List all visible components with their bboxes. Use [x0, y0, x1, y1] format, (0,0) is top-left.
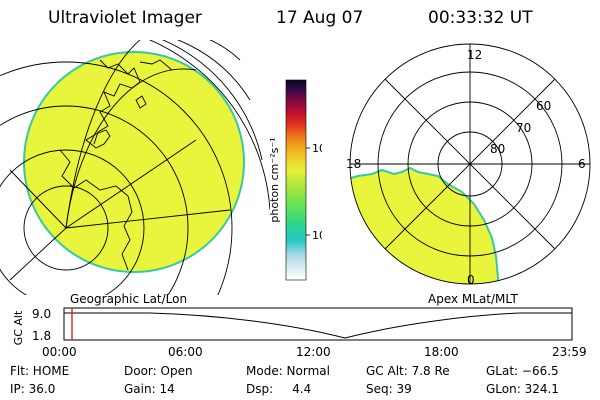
- mode-info: Mode: Normal: [246, 364, 330, 378]
- glon-info: GLon: 324.1: [486, 382, 559, 396]
- orbit-ytick-low: 1.8: [32, 329, 51, 343]
- gain-info: Gain: 14: [124, 382, 175, 396]
- date-label: 17 Aug 07: [276, 8, 364, 28]
- orbit-xtick-0600: 06:00: [168, 345, 203, 359]
- time-label: 00:33:32 UT: [428, 8, 533, 28]
- colorbar-tick-10: 10: [312, 229, 322, 242]
- instrument-title: Ultraviolet Imager: [48, 8, 202, 28]
- flight-info: Flt: HOME: [10, 364, 70, 378]
- ip-info: IP: 36.0: [10, 382, 56, 396]
- orbit-ytick-high: 9.0: [32, 307, 51, 321]
- uv-image-disc: [23, 51, 245, 273]
- mlat-60-label: 60: [536, 99, 551, 113]
- orbit-ylabel: GC Alt: [12, 310, 25, 345]
- mlt-0-label: 0: [467, 273, 475, 287]
- mlt-18-label: 18: [346, 157, 361, 171]
- dsp-info: Dsp: 4.4: [246, 382, 312, 396]
- orbit-xtick-1800: 18:00: [424, 345, 459, 359]
- geographic-map: [0, 40, 270, 295]
- mlt-12-label: 12: [467, 48, 482, 62]
- glat-info: GLat: −66.5: [486, 364, 559, 378]
- right-map-caption: Apex MLat/MLT: [428, 292, 518, 306]
- left-map-caption: Geographic Lat/Lon: [70, 292, 188, 306]
- colorbar-tick-100: 100: [312, 142, 322, 155]
- polar-grid: [349, 43, 591, 285]
- altitude-curve: [64, 312, 572, 339]
- lat-lon-grid: [0, 40, 270, 295]
- mlat-80-label: 80: [490, 142, 505, 156]
- mlt-6-label: 6: [578, 157, 586, 171]
- colorbar-unit-label: photon cm⁻²s⁻¹: [268, 137, 281, 222]
- polar-map: 12 18 6 0 60 70 80: [346, 43, 591, 287]
- orbit-xtick-0000: 00:00: [42, 345, 77, 359]
- seq-info: Seq: 39: [366, 382, 412, 396]
- orbit-xtick-1200: 12:00: [296, 345, 331, 359]
- auroral-oval-region: [350, 166, 502, 284]
- orbit-altitude-plot: GC Alt 9.0 1.8 00:00 06:00 12:00 18:00 2…: [12, 307, 587, 359]
- orbit-xtick-2359: 23:59: [552, 345, 587, 359]
- gc-alt-info: GC Alt: 7.8 Re: [366, 364, 450, 378]
- colorbar-scale: [285, 79, 307, 281]
- door-info: Door: Open: [124, 364, 193, 378]
- mlat-70-label: 70: [516, 121, 531, 135]
- colorbar: 100 10 photon cm⁻²s⁻¹: [268, 79, 322, 281]
